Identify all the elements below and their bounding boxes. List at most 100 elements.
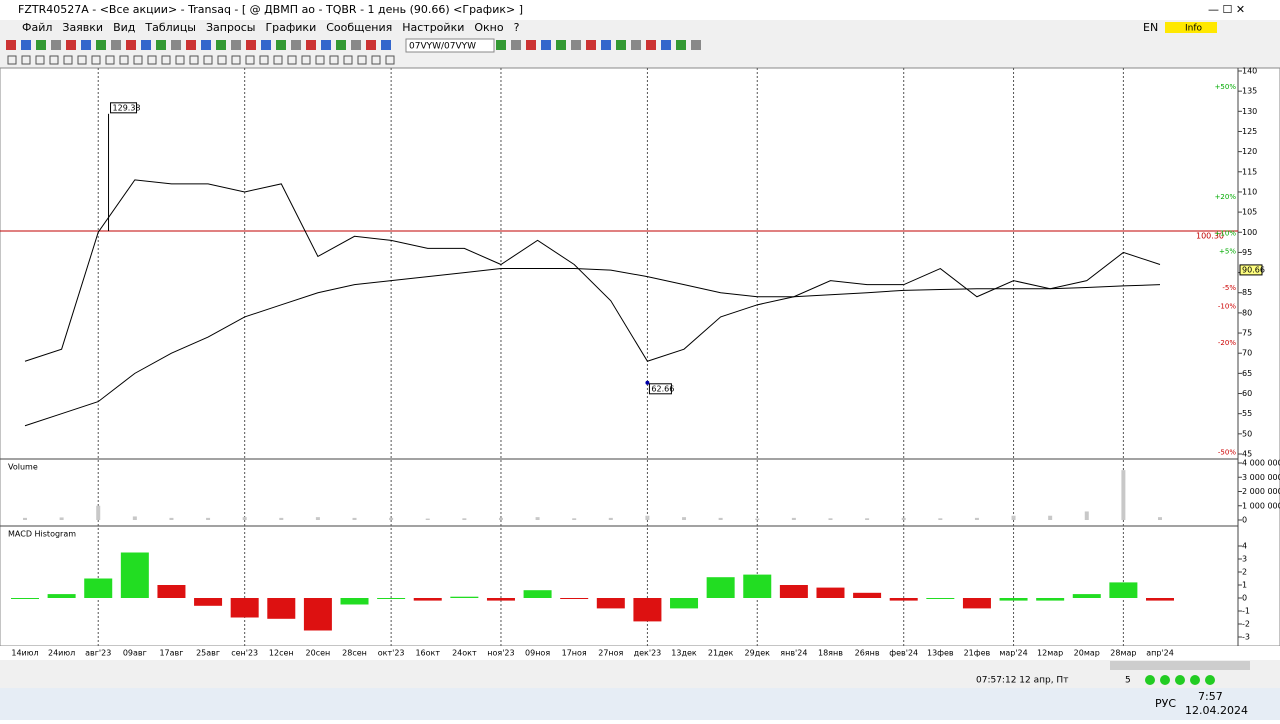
percent-label: -20% xyxy=(1218,339,1236,347)
toolbar-icon[interactable] xyxy=(556,40,566,50)
toolbar-icon[interactable] xyxy=(156,40,166,50)
menu-item[interactable]: Запросы xyxy=(206,21,255,34)
toolbar-icon[interactable] xyxy=(66,40,76,50)
volume-bar xyxy=(1158,517,1162,520)
toolbar-icon[interactable] xyxy=(216,40,226,50)
tool-icon[interactable] xyxy=(63,55,73,65)
toolbar-icon[interactable] xyxy=(661,40,671,50)
tool-icon[interactable] xyxy=(175,55,185,65)
menu-item[interactable]: Таблицы xyxy=(144,21,196,34)
tool-icon[interactable] xyxy=(217,55,227,65)
toolbar-icon[interactable] xyxy=(366,40,376,50)
toolbar-icon[interactable] xyxy=(601,40,611,50)
macd-bar xyxy=(303,598,332,631)
toolbar-icon[interactable] xyxy=(541,40,551,50)
toolbar-icon[interactable] xyxy=(291,40,301,50)
toolbar-icon[interactable] xyxy=(171,40,181,50)
tool-icon[interactable] xyxy=(105,55,115,65)
tool-icon[interactable] xyxy=(21,55,31,65)
tool-icon[interactable] xyxy=(273,55,283,65)
menu-item[interactable]: Сообщения xyxy=(326,21,392,34)
toolbar-icon[interactable] xyxy=(336,40,346,50)
toolbar-icon[interactable] xyxy=(511,40,521,50)
tool-icon[interactable] xyxy=(147,55,157,65)
toolbar-icon[interactable] xyxy=(571,40,581,50)
toolbar-icon[interactable] xyxy=(676,40,686,50)
toolbar-icon[interactable] xyxy=(616,40,626,50)
tool-icon[interactable] xyxy=(315,55,325,65)
toolbar-icon[interactable] xyxy=(496,40,506,50)
macd-bar xyxy=(1036,598,1065,601)
tool-icon[interactable] xyxy=(231,55,241,65)
menu-item[interactable]: Вид xyxy=(113,21,136,34)
menu-item[interactable]: Настройки xyxy=(402,21,464,34)
scrollbar[interactable] xyxy=(0,660,1280,672)
volume-bar xyxy=(498,517,503,520)
info-text[interactable]: Info xyxy=(1185,24,1203,34)
window-controls[interactable]: — ☐ ✕ xyxy=(1208,3,1245,16)
tool-icon[interactable] xyxy=(371,55,381,65)
tool-icon[interactable] xyxy=(203,55,213,65)
toolbar-icon[interactable] xyxy=(351,40,361,50)
tool-icon[interactable] xyxy=(77,55,87,65)
tool-icon[interactable] xyxy=(343,55,353,65)
toolbar-icon[interactable] xyxy=(36,40,46,50)
macd-bar xyxy=(377,598,406,599)
x-tick-label: 12сен xyxy=(269,649,294,658)
info-badge[interactable] xyxy=(1165,22,1217,33)
x-tick-label: 24окт xyxy=(452,649,477,658)
tool-icon[interactable] xyxy=(91,55,101,65)
y-tick-label: 75 xyxy=(1242,329,1252,338)
toolbar-icon[interactable] xyxy=(526,40,536,50)
tool-icon[interactable] xyxy=(329,55,339,65)
tool-icon[interactable] xyxy=(35,55,45,65)
tool-icon[interactable] xyxy=(301,55,311,65)
tool-icon[interactable] xyxy=(133,55,143,65)
panel-title: MACD Histogram xyxy=(8,530,76,539)
toolbar-icon[interactable] xyxy=(586,40,596,50)
toolbar-icon[interactable] xyxy=(231,40,241,50)
toolbar-icon[interactable] xyxy=(261,40,271,50)
tool-icon[interactable] xyxy=(49,55,59,65)
toolbar-icon[interactable] xyxy=(96,40,106,50)
tool-icon[interactable] xyxy=(161,55,171,65)
toolbar-icon[interactable] xyxy=(21,40,31,50)
menu-item[interactable]: Окно xyxy=(474,21,503,34)
tool-icon[interactable] xyxy=(357,55,367,65)
menu-item[interactable]: Заявки xyxy=(62,21,103,34)
toolbar-icon[interactable] xyxy=(6,40,16,50)
toolbar-icon[interactable] xyxy=(691,40,701,50)
tool-icon[interactable] xyxy=(7,55,17,65)
menu-item[interactable]: Графики xyxy=(265,21,316,34)
tool-icon[interactable] xyxy=(259,55,269,65)
scroll-thumb[interactable] xyxy=(1110,661,1250,670)
volume-bar xyxy=(279,517,284,520)
tool-icon[interactable] xyxy=(189,55,199,65)
toolbar-icon[interactable] xyxy=(126,40,136,50)
toolbar-icon[interactable] xyxy=(306,40,316,50)
toolbar-icon[interactable] xyxy=(381,40,391,50)
tool-icon[interactable] xyxy=(119,55,129,65)
lang[interactable]: EN xyxy=(1143,21,1158,34)
status-dot xyxy=(1205,675,1215,685)
toolbar-icon[interactable] xyxy=(276,40,286,50)
dropdown[interactable] xyxy=(405,38,495,53)
x-tick-label: 24июл xyxy=(48,649,75,658)
toolbar-icon[interactable] xyxy=(111,40,121,50)
toolbar-icon[interactable] xyxy=(186,40,196,50)
toolbar-icon[interactable] xyxy=(246,40,256,50)
toolbar-icon[interactable] xyxy=(646,40,656,50)
toolbar-icon[interactable] xyxy=(51,40,61,50)
dropdown-text[interactable]: 07VYW/07VYW xyxy=(409,42,476,52)
toolbar-icon[interactable] xyxy=(141,40,151,50)
toolbar-icon[interactable] xyxy=(321,40,331,50)
tool-icon[interactable] xyxy=(245,55,255,65)
tool-icon[interactable] xyxy=(385,55,395,65)
toolbar-icon[interactable] xyxy=(201,40,211,50)
menu-item[interactable]: ? xyxy=(514,21,520,34)
toolbar-icon[interactable] xyxy=(81,40,91,50)
menu-item[interactable]: Файл xyxy=(22,21,52,34)
tool-icon[interactable] xyxy=(287,55,297,65)
toolbar-icon[interactable] xyxy=(631,40,641,50)
macd-bar xyxy=(743,574,772,598)
